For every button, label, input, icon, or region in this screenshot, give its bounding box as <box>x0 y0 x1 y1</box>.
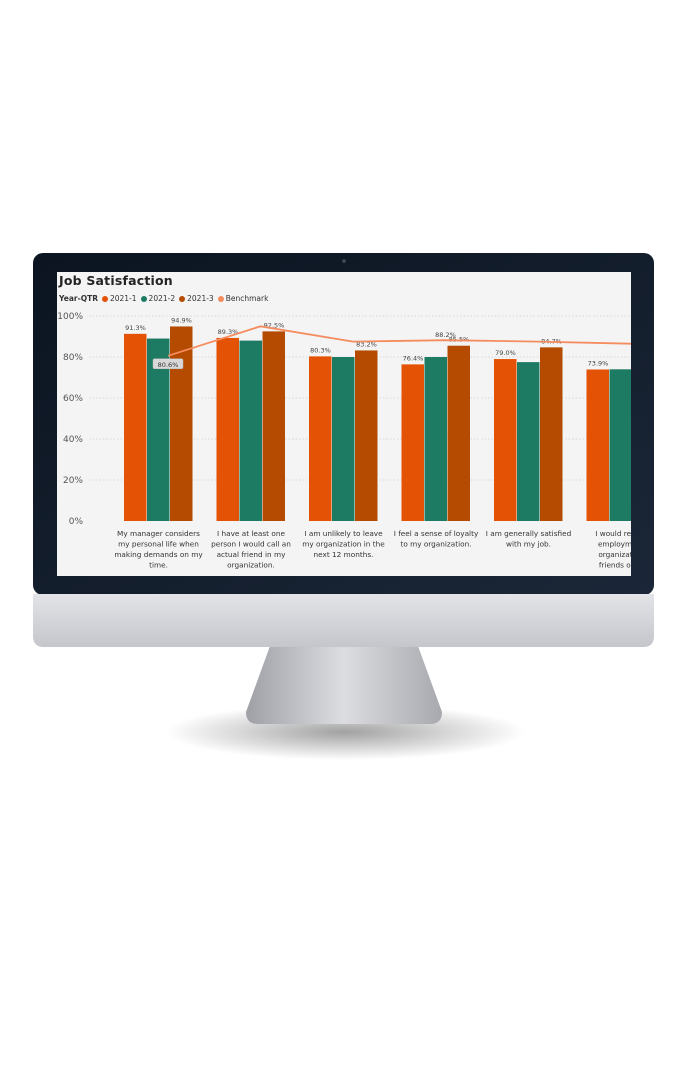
legend-item-2021-2[interactable]: 2021-2 <box>140 294 175 303</box>
legend: Year-QTR 2021-1 2021-2 2021-3 Benchmark <box>59 294 272 303</box>
bar <box>147 338 170 521</box>
x-tick-label: my personal life when <box>118 540 199 549</box>
bar <box>424 357 447 521</box>
x-tick-label: I feel a sense of loyalty <box>394 529 479 538</box>
y-tick-label: 0% <box>69 517 84 527</box>
x-tick-label: I have at least one <box>217 529 285 538</box>
camera-icon <box>342 259 346 263</box>
monitor-stand <box>246 646 442 724</box>
y-tick-label: 60% <box>63 394 83 404</box>
data-label: 83.2% <box>356 340 377 348</box>
x-tick-label: organization <box>598 550 631 559</box>
legend-dot-icon <box>140 295 147 302</box>
y-tick-label: 80% <box>63 353 83 363</box>
data-label: 80.3% <box>310 346 331 354</box>
x-tick-label: to my organization. <box>400 540 471 549</box>
legend-item-2021-1[interactable]: 2021-1 <box>101 294 137 303</box>
data-label: 92.5% <box>264 321 285 329</box>
bar <box>540 347 563 521</box>
legend-item-benchmark[interactable]: Benchmark <box>217 294 268 303</box>
bar <box>124 333 147 521</box>
x-tick-label: time. <box>149 561 168 570</box>
x-tick-label: My manager considers <box>117 529 200 538</box>
x-tick-label: I would recom <box>595 529 631 538</box>
bar <box>170 326 193 521</box>
data-label: 94.9% <box>171 316 192 324</box>
x-tick-label: my organization in the <box>302 540 385 549</box>
bar <box>309 356 332 521</box>
bar <box>447 345 470 521</box>
bar-chart: 0% 20% 40% 60% 80% 100% 91.3% 94.9% 89.3% 92.5% 80… <box>57 312 631 570</box>
legend-dot-icon <box>217 295 224 302</box>
x-tick-label: organization. <box>227 561 275 570</box>
bar <box>239 340 262 521</box>
x-tick-label: person I would call an <box>211 540 291 549</box>
bar <box>609 369 631 521</box>
data-label: 73.9% <box>588 360 609 368</box>
bar <box>355 350 378 521</box>
x-tick-label: employment <box>598 540 631 549</box>
bar <box>517 362 540 521</box>
data-label: 79.0% <box>495 349 516 357</box>
bar <box>401 364 424 521</box>
y-tick-label: 20% <box>63 476 83 486</box>
y-tick-label: 40% <box>63 435 83 445</box>
x-tick-label: with my job. <box>506 540 551 549</box>
report-screen: Job Satisfaction Year-QTR 2021-1 2021-2 … <box>57 272 631 576</box>
benchmark-tooltip <box>152 358 184 370</box>
data-label: 91.3% <box>125 324 146 332</box>
bar <box>494 359 517 521</box>
legend-item-2021-3[interactable]: 2021-3 <box>179 294 214 303</box>
legend-dot-icon <box>179 295 186 302</box>
data-label: 89.3% <box>218 328 239 336</box>
legend-dot-icon <box>101 295 108 302</box>
x-tick-label: friends or fa <box>599 561 631 570</box>
bar <box>216 337 239 521</box>
monitor-chin <box>33 594 654 647</box>
x-tick-label: actual friend in my <box>217 550 287 559</box>
chart-title: Job Satisfaction <box>59 273 173 288</box>
bar <box>586 369 609 521</box>
bar <box>332 357 355 521</box>
y-tick-label: 100% <box>57 312 83 322</box>
x-tick-label: next 12 months. <box>314 550 374 559</box>
x-tick-label: I am generally satisfied <box>486 529 571 538</box>
bar <box>262 331 285 521</box>
x-tick-label: making demands on my <box>114 550 203 559</box>
benchmark-label: 88.2% <box>435 331 456 339</box>
benchmark-line <box>167 325 631 357</box>
legend-title: Year-QTR <box>59 294 98 303</box>
benchmark-tooltip-label: 80.6% <box>158 361 179 369</box>
x-tick-label: I am unlikely to leave <box>304 529 383 538</box>
data-label: 76.4% <box>403 354 424 362</box>
